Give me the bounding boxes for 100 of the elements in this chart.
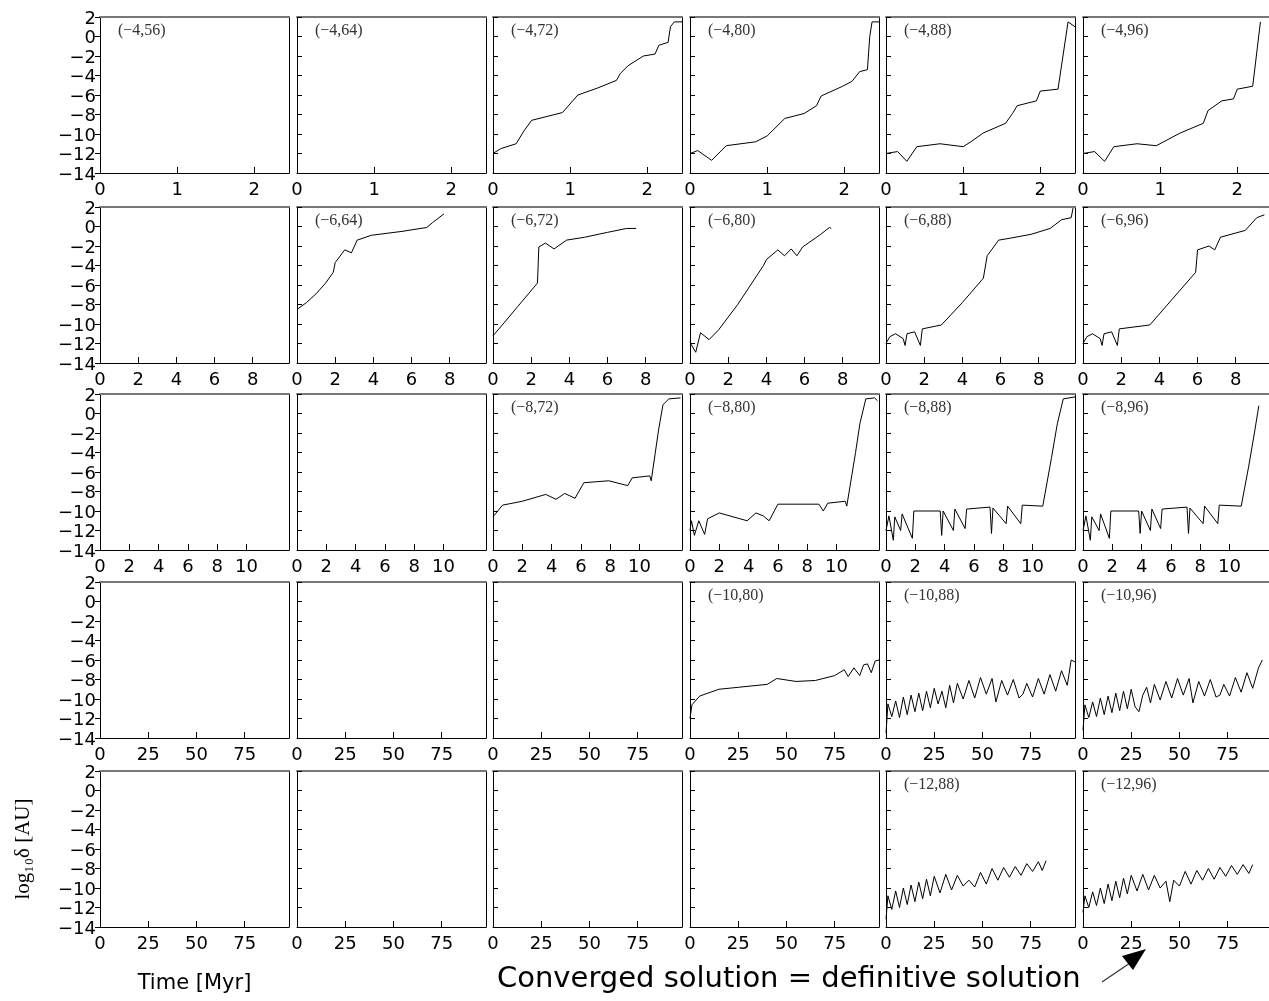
- x-tick-label: 1: [1154, 177, 1166, 199]
- x-tick-label: 25: [529, 931, 553, 953]
- annotation: (−10,96): [1101, 585, 1157, 604]
- x-tick-label: 8: [801, 554, 813, 576]
- y-tick-label: −6: [69, 274, 96, 296]
- x-tick-label: 75: [626, 742, 650, 764]
- x-tick-label: 4: [938, 554, 951, 576]
- annotation: (−4,64): [315, 20, 363, 39]
- x-tick-label: 8: [997, 554, 1009, 576]
- x-tick-label: 1: [564, 177, 576, 199]
- x-tick-label: 0: [487, 367, 499, 389]
- x-tick-label: 2: [516, 554, 529, 576]
- y-axis-title: log₁₀δ [AU]: [9, 798, 34, 900]
- y-tick-label: −4: [69, 630, 96, 651]
- y-tick-label: −6: [69, 461, 96, 483]
- y-tick-label: −4: [69, 819, 96, 840]
- x-tick-label: 0: [291, 742, 303, 764]
- y-tick-label: −8: [69, 104, 96, 125]
- x-tick-label: 8: [604, 554, 616, 576]
- y-tick-label: −10: [58, 123, 96, 145]
- x-tick-label: 0: [291, 931, 303, 953]
- y-tick-label: −6: [69, 84, 96, 106]
- x-tick-label: 4: [152, 554, 165, 576]
- annotation: (−8,88): [904, 397, 952, 416]
- y-tick-label: −14: [58, 916, 96, 938]
- x-tick-label: 4: [367, 367, 380, 389]
- y-tick-label: −2: [69, 45, 96, 67]
- x-tick-label: 10: [1021, 554, 1044, 576]
- x-tick-label: 25: [136, 931, 160, 953]
- x-tick-label: 75: [626, 931, 650, 953]
- y-tick-label: −10: [58, 313, 96, 335]
- x-tick-label: 6: [601, 367, 614, 389]
- x-tick-label: 0: [291, 367, 303, 389]
- x-tick-label: 8: [640, 367, 652, 389]
- x-tick-label: 0: [487, 554, 499, 576]
- y-tick-label: −10: [58, 877, 96, 899]
- y-tick-label: −12: [58, 708, 96, 729]
- y-tick-label: −14: [58, 727, 96, 749]
- x-tick-label: 6: [379, 554, 391, 576]
- x-tick-label: 2: [132, 367, 144, 389]
- annotation: (−8,80): [708, 397, 756, 416]
- x-tick-label: 4: [1135, 554, 1148, 576]
- x-tick-label: 0: [880, 554, 892, 576]
- x-tick-label: 50: [1167, 742, 1191, 764]
- x-tick-label: 75: [823, 742, 847, 764]
- x-tick-label: 4: [563, 367, 576, 389]
- y-tick-label: −14: [58, 352, 96, 374]
- x-tick-label: 50: [970, 931, 994, 953]
- x-tick-label: 75: [430, 931, 454, 953]
- x-tick-label: 75: [233, 931, 257, 953]
- x-tick-label: 2: [1231, 177, 1244, 199]
- x-tick-label: 2: [320, 554, 333, 576]
- annotation: (−8,72): [511, 397, 559, 416]
- y-tick-label: −8: [69, 294, 96, 315]
- x-tick-label: 8: [1230, 367, 1242, 389]
- y-tick-label: 2: [84, 196, 96, 218]
- x-tick-label: 0: [487, 931, 499, 953]
- y-tick-label: −4: [69, 442, 96, 463]
- x-tick-label: 75: [1019, 742, 1043, 764]
- x-tick-label: 2: [918, 367, 930, 389]
- x-tick-label: 10: [1218, 554, 1241, 576]
- x-tick-label: 25: [726, 931, 750, 953]
- x-tick-label: 8: [1033, 367, 1045, 389]
- y-tick-label: −6: [69, 649, 96, 671]
- y-tick-label: −2: [69, 610, 96, 632]
- x-tick-label: 6: [1191, 367, 1204, 389]
- y-tick-label: −10: [58, 500, 96, 522]
- x-tick-label: 0: [684, 742, 696, 764]
- x-tick-label: 50: [774, 742, 798, 764]
- x-axis-title: Time [Myr]: [136, 969, 252, 994]
- x-tick-label: 50: [381, 742, 405, 764]
- annotation: (−6,80): [708, 210, 756, 229]
- x-tick-label: 8: [408, 554, 420, 576]
- x-tick-label: 8: [1194, 554, 1206, 576]
- y-tick-label: 2: [84, 571, 96, 593]
- y-tick-label: −10: [58, 688, 96, 710]
- x-tick-label: 8: [211, 554, 223, 576]
- x-tick-label: 2: [1034, 177, 1047, 199]
- x-tick-label: 4: [349, 554, 362, 576]
- x-tick-label: 6: [994, 367, 1007, 389]
- x-tick-label: 4: [545, 554, 558, 576]
- x-tick-label: 6: [798, 367, 811, 389]
- x-tick-label: 6: [968, 554, 980, 576]
- x-tick-label: 50: [774, 931, 798, 953]
- x-tick-label: 1: [171, 177, 183, 199]
- x-tick-label: 0: [1077, 931, 1089, 953]
- x-tick-label: 6: [1165, 554, 1177, 576]
- x-tick-label: 8: [444, 367, 456, 389]
- annotation: (−12,96): [1101, 774, 1157, 793]
- x-tick-label: 10: [432, 554, 455, 576]
- x-tick-label: 2: [445, 177, 458, 199]
- x-tick-label: 25: [726, 742, 750, 764]
- x-tick-label: 2: [123, 554, 136, 576]
- x-tick-label: 6: [208, 367, 221, 389]
- y-tick-label: −8: [69, 481, 96, 502]
- y-tick-label: −12: [58, 897, 96, 918]
- x-tick-label: 10: [235, 554, 258, 576]
- annotation: (−10,80): [708, 585, 764, 604]
- x-tick-label: 4: [1153, 367, 1166, 389]
- y-tick-label: 0: [84, 780, 96, 801]
